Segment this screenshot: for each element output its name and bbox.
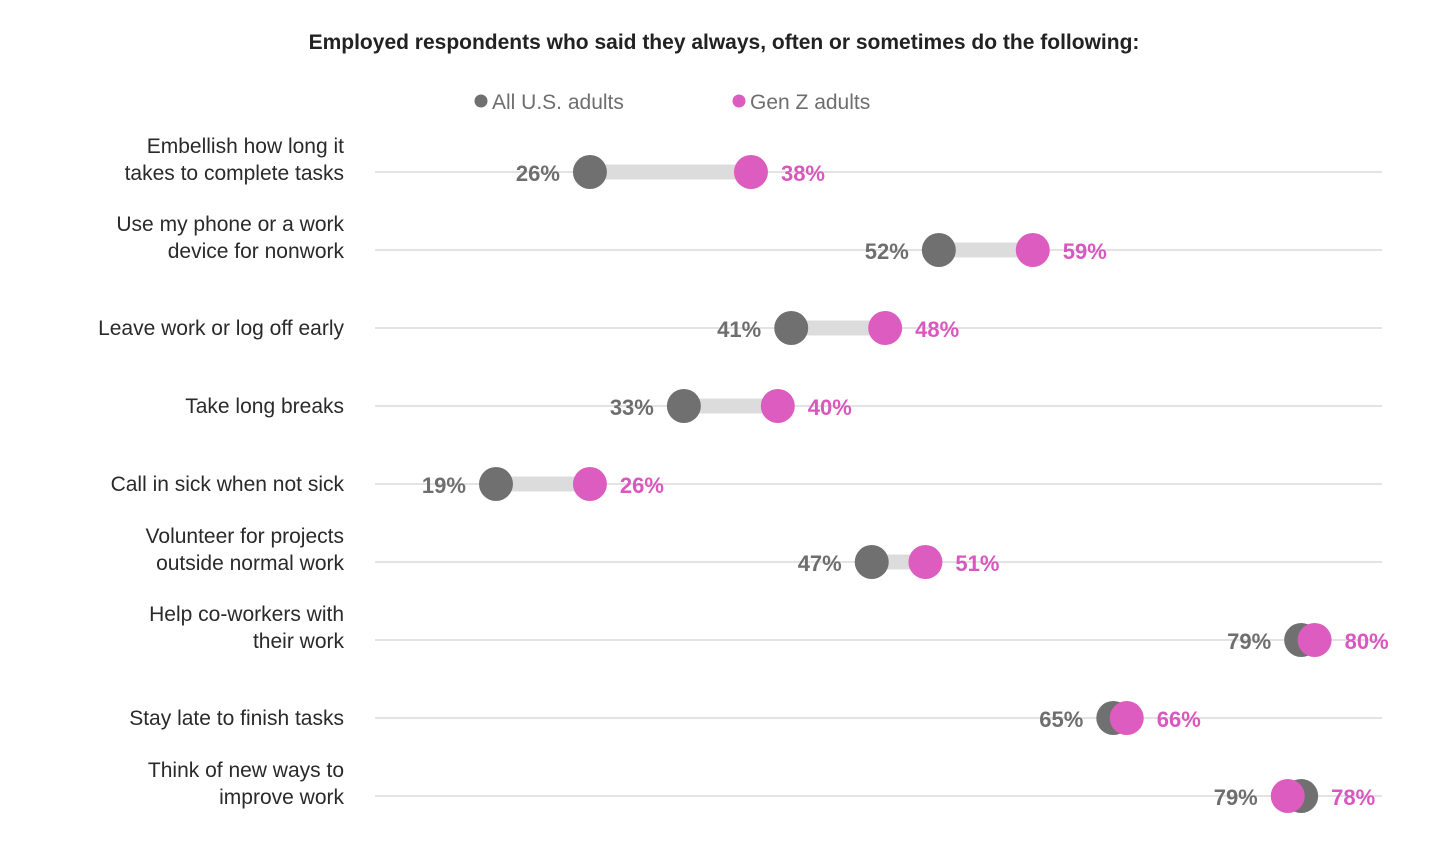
- gen-z-point: [1015, 233, 1050, 267]
- gen-z-value-label: 38%: [781, 161, 825, 186]
- category-label-line: Think of new ways to: [148, 759, 344, 782]
- chart-row: Stay late to finish tasks 65% 66%: [129, 701, 1382, 735]
- category-label: Stay late to finish tasks: [129, 707, 344, 730]
- category-label: Think of new ways to improve work: [148, 759, 345, 809]
- category-label-line: improve work: [219, 786, 344, 809]
- gen-z-point: [733, 155, 768, 189]
- gen-z-value-label: 78%: [1331, 785, 1375, 810]
- gen-z-value-label: 80%: [1345, 629, 1389, 654]
- chart-row: Embellish how long it takes to complete t…: [125, 135, 1382, 189]
- chart-row: Take long breaks 33% 40%: [185, 389, 1382, 423]
- all-us-point: [666, 389, 701, 423]
- category-label-line: outside normal work: [156, 552, 344, 575]
- gen-z-point: [868, 311, 903, 345]
- all-us-value-label: 65%: [1039, 707, 1083, 732]
- gen-z-value-label: 48%: [915, 317, 959, 342]
- legend-marker-all-us: [474, 94, 488, 108]
- gen-z-point: [1109, 701, 1144, 735]
- gen-z-point: [1270, 779, 1305, 813]
- legend-label-all-us: All U.S. adults: [492, 91, 624, 114]
- category-label: Use my phone or a work device for nonwork: [116, 213, 344, 263]
- all-us-value-label: 52%: [865, 239, 909, 264]
- legend: All U.S. adults Gen Z adults: [474, 91, 870, 114]
- chart-row: Volunteer for projects outside normal wor…: [146, 525, 1382, 579]
- chart-row: Use my phone or a work device for nonwork…: [116, 213, 1382, 267]
- gen-z-value-label: 66%: [1157, 707, 1201, 732]
- category-label-line: Help co-workers with: [149, 603, 344, 626]
- chart-row: Leave work or log off early 41% 48%: [98, 311, 1382, 345]
- all-us-value-label: 41%: [717, 317, 761, 342]
- category-label-line: Take long breaks: [185, 395, 344, 418]
- gen-z-point: [1297, 623, 1332, 657]
- all-us-value-label: 33%: [610, 395, 654, 420]
- legend-label-gen-z: Gen Z adults: [750, 91, 870, 114]
- all-us-point: [774, 311, 809, 345]
- gen-z-value-label: 51%: [955, 551, 999, 576]
- all-us-value-label: 19%: [422, 473, 466, 498]
- all-us-point: [921, 233, 956, 267]
- chart-row: Call in sick when not sick 19% 26%: [111, 467, 1382, 501]
- chart-row: Think of new ways to improve work 79% 78%: [148, 759, 1382, 813]
- category-label-line: Stay late to finish tasks: [129, 707, 344, 730]
- category-label: Call in sick when not sick: [111, 473, 345, 496]
- chart-row: Help co-workers with their work 79% 80%: [149, 603, 1389, 657]
- category-label: Leave work or log off early: [98, 317, 344, 340]
- category-label-line: Use my phone or a work: [116, 213, 344, 236]
- category-label-line: takes to complete tasks: [125, 162, 344, 185]
- category-label-line: Call in sick when not sick: [111, 473, 345, 496]
- category-label-line: Leave work or log off early: [98, 317, 344, 340]
- category-label: Take long breaks: [185, 395, 344, 418]
- category-label: Help co-workers with their work: [149, 603, 344, 653]
- gen-z-point: [908, 545, 943, 579]
- category-label: Volunteer for projects outside normal wor…: [146, 525, 345, 575]
- gen-z-point: [572, 467, 607, 501]
- chart-rows: Embellish how long it takes to complete t…: [98, 135, 1389, 813]
- gen-z-value-label: 40%: [808, 395, 852, 420]
- category-label-line: their work: [253, 630, 345, 653]
- category-label-line: Volunteer for projects: [146, 525, 344, 548]
- category-label-line: device for nonwork: [168, 240, 345, 263]
- all-us-value-label: 26%: [516, 161, 560, 186]
- gen-z-point: [760, 389, 795, 423]
- all-us-value-label: 47%: [798, 551, 842, 576]
- category-label-line: Embellish how long it: [147, 135, 344, 158]
- gen-z-value-label: 26%: [620, 473, 664, 498]
- chart-title: Employed respondents who said they alway…: [309, 31, 1140, 54]
- gen-z-value-label: 59%: [1063, 239, 1107, 264]
- legend-marker-gen-z: [732, 94, 746, 108]
- all-us-point: [572, 155, 607, 189]
- category-label: Embellish how long it takes to complete t…: [125, 135, 345, 185]
- all-us-point: [854, 545, 889, 579]
- all-us-value-label: 79%: [1227, 629, 1271, 654]
- all-us-point: [478, 467, 513, 501]
- all-us-value-label: 79%: [1214, 785, 1258, 810]
